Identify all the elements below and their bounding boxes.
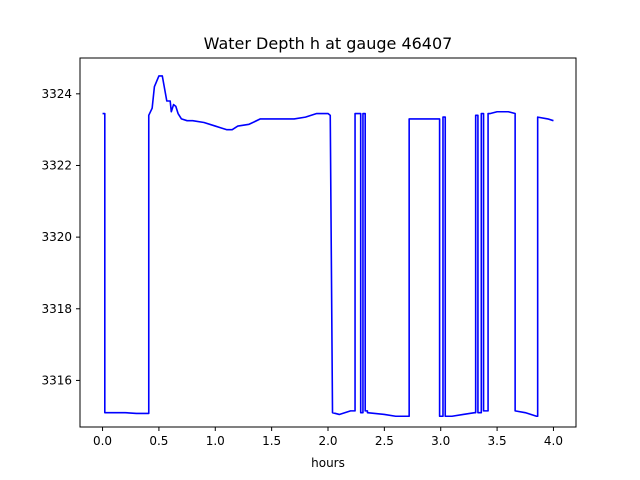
- y-tick-label: 3318: [41, 302, 72, 316]
- x-tick-label: 3.0: [431, 434, 450, 448]
- x-tick-label: 0.0: [93, 434, 112, 448]
- x-axis: 0.0 0.5 1.0 1.5 2.0 2.5 3.0 3.5 4.0: [93, 427, 563, 448]
- plot-background: [80, 58, 576, 427]
- plot-area: [79, 57, 577, 428]
- x-tick-label: 2.5: [375, 434, 394, 448]
- x-tick-label: 0.5: [149, 434, 168, 448]
- x-tick-label: 1.5: [262, 434, 281, 448]
- x-tick-label: 4.0: [544, 434, 563, 448]
- y-axis: 3316 3318 3320 3322 3324: [41, 87, 80, 387]
- y-tick-label: 3322: [41, 158, 72, 172]
- chart-title: Water Depth h at gauge 46407: [204, 34, 453, 53]
- x-axis-label: hours: [311, 456, 345, 470]
- x-tick-label: 1.0: [206, 434, 225, 448]
- series-line: [102, 75, 554, 418]
- y-tick-label: 3324: [41, 87, 72, 101]
- y-tick-label: 3316: [41, 373, 72, 387]
- x-tick-label: 3.5: [488, 434, 507, 448]
- y-tick-label: 3320: [41, 230, 72, 244]
- x-tick-label: 2.0: [318, 434, 337, 448]
